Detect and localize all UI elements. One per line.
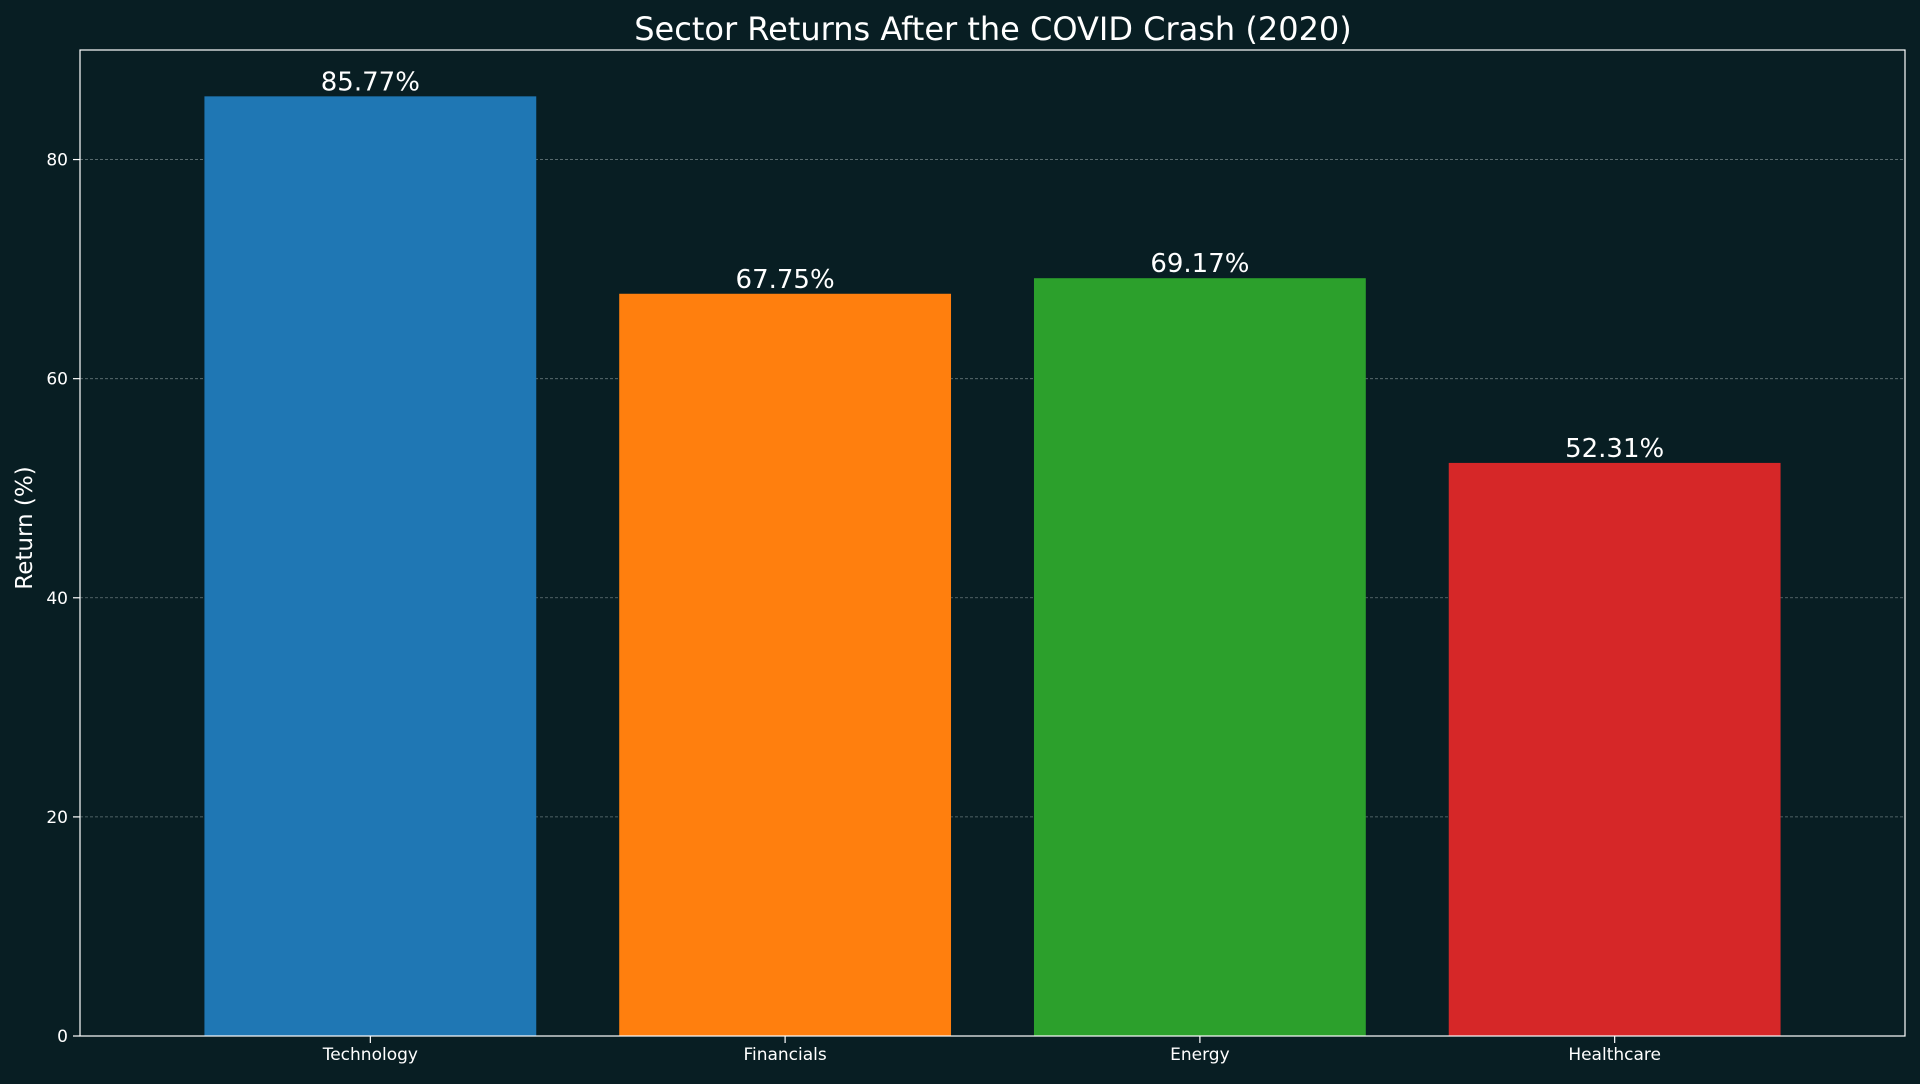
plot-frame bbox=[79, 49, 1906, 1037]
x-tick-label: Healthcare bbox=[1568, 1045, 1661, 1065]
chart-title: Sector Returns After the COVID Crash (20… bbox=[634, 10, 1352, 48]
x-tick-label: Energy bbox=[1170, 1045, 1230, 1065]
plot-border bbox=[79, 49, 1906, 1037]
bar bbox=[1448, 462, 1781, 1036]
bar bbox=[619, 293, 952, 1036]
bar bbox=[204, 96, 537, 1037]
bar bbox=[1033, 278, 1366, 1036]
data-label: 67.75% bbox=[736, 265, 835, 295]
y-tick-label: 80 bbox=[46, 151, 68, 171]
axis-ticks: 0 20 40 60 80 Technology Financials Energy Healt… bbox=[46, 151, 1661, 1065]
data-labels: 85.77% 67.75% 69.17% 52.31% bbox=[321, 67, 1664, 464]
y-tick-label: 0 bbox=[57, 1027, 68, 1047]
y-tick-label: 40 bbox=[46, 589, 68, 609]
y-axis-label: Return (%) bbox=[12, 466, 38, 589]
y-tick-label: 20 bbox=[46, 808, 68, 828]
data-label: 69.17% bbox=[1150, 249, 1249, 279]
data-label: 52.31% bbox=[1565, 434, 1664, 464]
y-tick-label: 60 bbox=[46, 370, 68, 390]
x-tick-label: Financials bbox=[743, 1045, 826, 1065]
x-tick-label: Technology bbox=[322, 1045, 418, 1065]
bars bbox=[204, 96, 1781, 1037]
data-label: 85.77% bbox=[321, 67, 420, 97]
